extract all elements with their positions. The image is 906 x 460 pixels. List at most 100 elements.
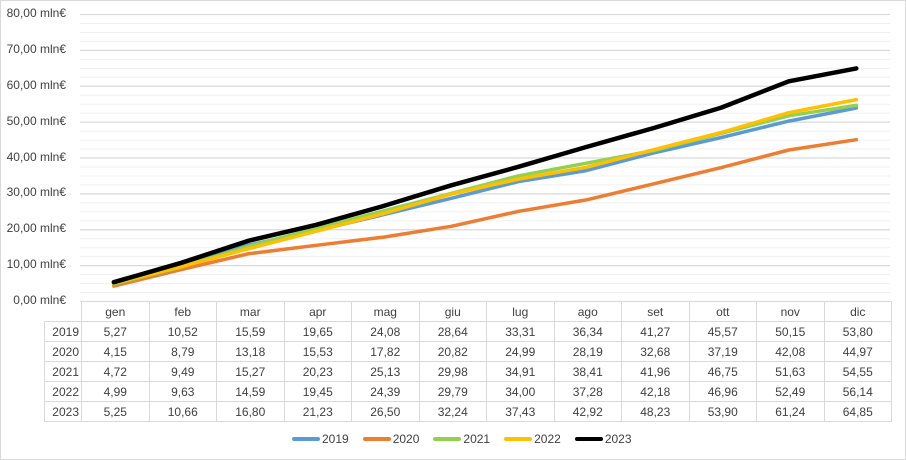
data-table: gen feb mar apr mag giu lug ago set ott nov dic 2019… <box>44 301 892 422</box>
legend-item-2021: 2021 <box>433 432 490 446</box>
table-cell: 41,96 <box>621 361 690 382</box>
table-cell: 14,59 <box>216 381 285 402</box>
table-column-header: set <box>621 301 690 322</box>
y-tick-label: 60,00 mln€ <box>6 77 66 92</box>
table-row: 2022 4,99 9,63 14,59 19,45 24,39 29,79 34,00 37,… <box>44 381 892 402</box>
table-cell: 21,23 <box>283 401 352 422</box>
table-row-label: 2019 <box>44 321 82 342</box>
y-tick-label: 70,00 mln€ <box>6 41 66 56</box>
table-column-header: ott <box>688 301 757 322</box>
table-cell: 20,82 <box>418 341 487 362</box>
table-row: 2023 5,25 10,66 16,80 21,23 26,50 32,24 37,43 42… <box>44 401 892 422</box>
series-line-2022 <box>112 97 859 285</box>
chart-legend: 2019 2020 2021 2022 2023 <box>292 432 632 446</box>
table-cell: 32,24 <box>418 401 487 422</box>
table-cell: 15,53 <box>283 341 352 362</box>
legend-swatch-icon <box>504 437 533 441</box>
table-cell: 10,66 <box>148 401 217 422</box>
table-cell: 37,43 <box>486 401 555 422</box>
legend-label: 2020 <box>392 432 420 446</box>
table-cell: 8,79 <box>148 341 217 362</box>
table-cell: 42,92 <box>553 401 622 422</box>
table-cell: 10,52 <box>148 321 217 342</box>
table-cell: 37,28 <box>553 381 622 402</box>
table-cell: 5,25 <box>81 401 150 422</box>
table-column-header: mag <box>351 301 420 322</box>
table-cell: 24,99 <box>486 341 555 362</box>
table-cell: 4,72 <box>81 361 150 382</box>
table-row-label: 2022 <box>44 381 82 402</box>
table-column-header: gen <box>81 301 150 322</box>
table-column-header: mar <box>216 301 285 322</box>
legend-item-2023: 2023 <box>574 432 632 446</box>
table-column-header: giu <box>418 301 487 322</box>
table-cell: 24,08 <box>351 321 420 342</box>
table-cell: 17,82 <box>351 341 420 362</box>
table-cell: 9,49 <box>148 361 217 382</box>
table-column-header: nov <box>756 301 825 322</box>
legend-item-2019: 2019 <box>292 432 349 446</box>
y-tick-label: 50,00 mln€ <box>6 113 66 128</box>
table-row: 2021 4,72 9,49 15,27 20,23 25,13 29,98 34,91 38,… <box>44 361 892 382</box>
table-cell: 16,80 <box>216 401 285 422</box>
table-cell: 15,27 <box>216 361 285 382</box>
table-cell: 9,63 <box>148 381 217 402</box>
table-cell: 50,15 <box>756 321 825 342</box>
table-cell: 19,65 <box>283 321 352 342</box>
table-cell: 29,79 <box>418 381 487 402</box>
legend-swatch-icon <box>292 437 320 441</box>
y-tick-label: 40,00 mln€ <box>6 149 66 164</box>
table-cell: 42,18 <box>621 381 690 402</box>
y-tick-label: 10,00 mln€ <box>6 257 66 272</box>
table-cell: 38,41 <box>553 361 622 382</box>
table-cell: 64,85 <box>823 401 892 422</box>
table-cell: 5,27 <box>81 321 150 342</box>
table-cell: 32,68 <box>621 341 690 362</box>
legend-item-2020: 2020 <box>362 432 420 446</box>
table-cell: 37,19 <box>688 341 757 362</box>
table-cell: 52,49 <box>756 381 825 402</box>
y-tick-label: 20,00 mln€ <box>6 221 66 236</box>
table-column-header: dic <box>823 301 892 322</box>
table-cell: 24,39 <box>351 381 420 402</box>
table-cell: 4,15 <box>81 341 150 362</box>
legend-swatch-icon <box>574 437 603 441</box>
legend-label: 2019 <box>322 432 349 446</box>
legend-label: 2023 <box>604 432 632 446</box>
legend-label: 2022 <box>534 432 561 446</box>
table-cell: 56,14 <box>823 381 892 402</box>
table-cell: 41,27 <box>621 321 690 342</box>
table-cell: 48,23 <box>621 401 690 422</box>
table-cell: 45,57 <box>688 321 757 342</box>
legend-item-2022: 2022 <box>504 432 561 446</box>
table-cell: 44,97 <box>823 341 892 362</box>
table-cell: 53,90 <box>688 401 757 422</box>
table-cell: 15,59 <box>216 321 285 342</box>
y-tick-label: 30,00 mln€ <box>6 185 66 200</box>
table-row: 2020 4,15 8,79 13,18 15,53 17,82 20,82 24,99 28,… <box>44 341 892 362</box>
table-cell: 36,34 <box>553 321 622 342</box>
y-tick-label: 80,00 mln€ <box>6 6 66 20</box>
table-cell: 34,00 <box>486 381 555 402</box>
table-cell: 19,45 <box>283 381 352 402</box>
table-cell: 13,18 <box>216 341 285 362</box>
series-line-2023 <box>111 66 859 285</box>
table-row-label: 2023 <box>44 401 82 422</box>
table-cell: 42,08 <box>756 341 825 362</box>
table-row-label: 2021 <box>44 361 82 382</box>
table-row: 2019 5,27 10,52 15,59 19,65 24,08 28,64 33,31 36… <box>44 321 892 342</box>
y-tick-label: 0,00 mln€ <box>13 293 66 307</box>
series-line-2020 <box>112 137 859 288</box>
table-cell: 46,96 <box>688 381 757 402</box>
table-column-header: ago <box>553 301 622 322</box>
table-cell: 54,55 <box>823 361 892 382</box>
table-cell: 29,98 <box>418 361 487 382</box>
table-cell: 4,99 <box>81 381 150 402</box>
table-cell: 28,19 <box>553 341 622 362</box>
table-cell: 51,63 <box>756 361 825 382</box>
table-cell: 33,31 <box>486 321 555 342</box>
table-cell: 25,13 <box>351 361 420 382</box>
table-column-header: lug <box>486 301 555 322</box>
legend-label: 2021 <box>463 432 491 446</box>
